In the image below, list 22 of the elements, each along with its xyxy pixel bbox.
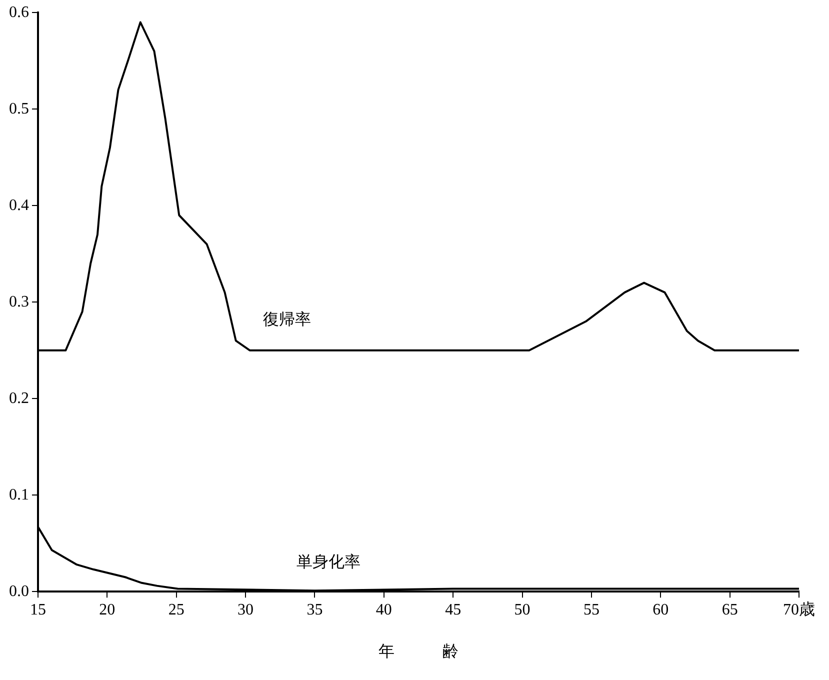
x-tick-label: 35 <box>306 601 323 618</box>
x-tick-label: 50 <box>514 601 530 618</box>
x-tick-label: 15 <box>30 601 46 618</box>
series-label: 復帰率 <box>263 310 312 329</box>
x-tick-label: 45 <box>445 601 462 618</box>
series-label: 単身化率 <box>296 552 361 571</box>
y-tick-label: 0.4 <box>9 196 29 214</box>
x-tick-label: 25 <box>168 601 184 618</box>
x-axis-title: 年 齢 <box>378 642 458 661</box>
x-tick-label: 40 <box>376 601 392 618</box>
y-tick-label: 0.3 <box>9 293 29 310</box>
y-tick-label: 0.1 <box>9 486 29 504</box>
x-tick-label: 20 <box>99 601 116 618</box>
y-tick-label: 0.2 <box>9 390 29 407</box>
x-tick-label: 65 <box>722 601 738 618</box>
x-tick-label: 30 <box>238 601 254 618</box>
x-tick-label: 55 <box>583 601 600 618</box>
y-tick-label: 0.0 <box>9 582 29 600</box>
y-tick-label: 0.6 <box>9 4 29 21</box>
x-tick-label: 60 <box>652 601 669 618</box>
y-tick-label: 0.5 <box>9 100 29 118</box>
x-tick-label: 70歳 <box>783 600 815 618</box>
